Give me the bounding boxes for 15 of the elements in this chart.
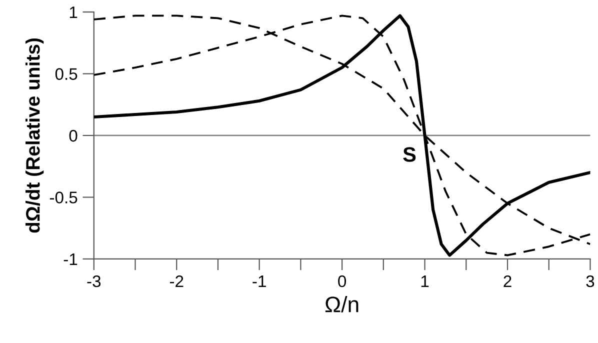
y-axis-title: dΩ/dt (Relative units)	[26, 38, 44, 233]
y-tick-label: 0	[69, 130, 78, 142]
x-tick-label: -3	[87, 275, 101, 288]
x-tick-label: 3	[586, 275, 594, 288]
y-tick-label: -1	[64, 254, 78, 266]
y-tick-label: -0.5	[50, 192, 78, 204]
x-tick-label: 1	[421, 276, 429, 288]
x-tick-label: -1	[252, 276, 266, 288]
x-tick-label: 2	[504, 275, 512, 288]
y-tick-label: 1	[70, 6, 78, 18]
y-tick-label: 0.5	[55, 68, 78, 80]
x-axis-title: Ω/n	[325, 296, 358, 312]
x-tick-label: 0	[338, 275, 346, 288]
annotation: S	[403, 147, 416, 162]
x-tick-label: -2	[170, 275, 184, 288]
